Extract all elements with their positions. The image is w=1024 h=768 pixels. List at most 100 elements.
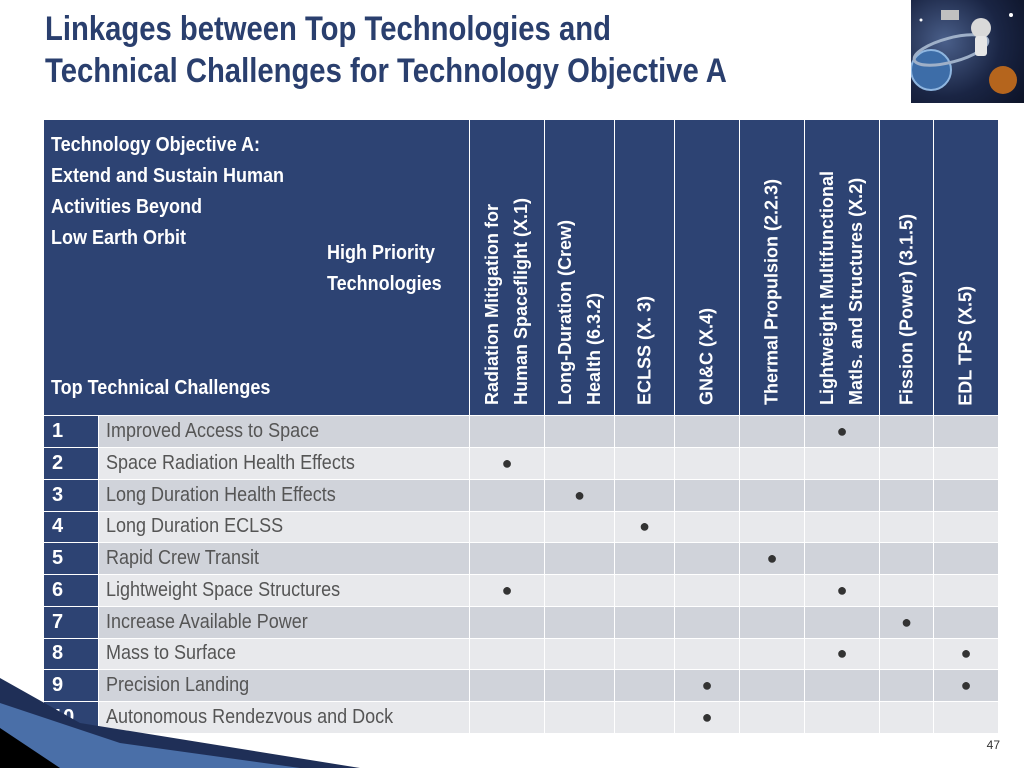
linkage-cell <box>614 447 675 480</box>
linkage-cell <box>469 701 545 734</box>
linkage-cell <box>879 669 934 703</box>
linkage-mark: ● <box>639 516 650 537</box>
technology-header-6: Lightweight Multifunctional Matls. and S… <box>804 118 880 417</box>
linkage-cell: ● <box>739 542 805 576</box>
technology-label: ECLSS (X. 3) <box>634 296 654 406</box>
linkage-cell <box>879 510 934 544</box>
linkage-cell <box>804 669 880 703</box>
linkage-cell <box>614 669 675 703</box>
linkage-cell <box>739 447 805 480</box>
challenge-number: 7 <box>43 605 99 639</box>
linkage-cell <box>674 605 740 639</box>
linkage-cell <box>879 637 934 671</box>
linkage-cell <box>614 574 675 607</box>
challenge-label: Lightweight Space Structures <box>106 578 341 601</box>
linkage-cell <box>933 605 999 639</box>
decorative-corner-swoosh <box>0 678 360 768</box>
linkage-cell <box>469 542 545 576</box>
linkage-cell <box>544 415 615 448</box>
challenge-label: Increase Available Power <box>106 610 308 633</box>
linkage-cell: ● <box>933 669 999 703</box>
table-row: 4 Long Duration ECLSS ● <box>43 510 999 544</box>
linkage-cell <box>879 701 934 734</box>
linkage-mark: ● <box>836 643 848 664</box>
linkage-mark: ● <box>836 421 848 442</box>
challenge-label: Rapid Crew Transit <box>106 547 260 570</box>
linkage-mark: ● <box>574 484 585 505</box>
challenge-label-cell: Mass to Surface <box>98 637 470 671</box>
linkage-cell <box>469 637 545 671</box>
linkage-cell: ● <box>933 637 999 671</box>
linkage-cell <box>739 669 805 703</box>
table-row: 10Autonomous Rendezvous and Dock● <box>43 701 999 734</box>
linkage-cell <box>469 605 545 639</box>
linkage-cell <box>933 542 999 576</box>
objective-line-1: Technology Objective A: <box>51 134 261 156</box>
challenge-label: Improved Access to Space <box>106 420 320 443</box>
technology-label: Lightweight Multifunctional Matls. and S… <box>817 171 866 406</box>
hpt-line-2: Technologies <box>327 273 442 295</box>
linkage-cell <box>544 542 615 576</box>
technology-label: Fission (Power) (3.1.5) <box>896 214 916 406</box>
linkage-mark: ● <box>960 643 972 664</box>
linkage-cell <box>879 478 934 512</box>
technology-label: Thermal Propulsion (2.2.3) <box>761 179 782 406</box>
technology-header-4: GN&C (X.4) <box>674 118 740 417</box>
linkage-cell <box>804 478 880 512</box>
page-number: 47 <box>986 738 1000 752</box>
linkage-cell: ● <box>674 669 740 703</box>
challenge-label-cell: Autonomous Rendezvous and Dock <box>98 701 470 734</box>
technology-label: Radiation Mitigation for Human Spaceflig… <box>482 198 531 406</box>
linkage-cell <box>933 701 999 734</box>
linkage-cell: ● <box>879 605 934 639</box>
table-row: 7 Increase Available Power ● <box>43 605 999 639</box>
technology-header-3: ECLSS (X. 3) <box>614 118 675 417</box>
linkage-cell: ● <box>804 637 880 671</box>
linkage-cell <box>614 637 675 671</box>
linkage-cell <box>739 605 805 639</box>
linkage-cell <box>739 574 805 607</box>
technology-header-7: Fission (Power) (3.1.5) <box>879 118 934 417</box>
linkage-cell <box>933 415 999 448</box>
linkage-cell <box>614 478 675 512</box>
linkage-cell <box>674 510 740 544</box>
linkage-cell <box>674 637 740 671</box>
challenge-number: 3 <box>43 478 99 512</box>
linkage-cell <box>469 510 545 544</box>
linkage-cell <box>544 701 615 734</box>
challenge-label: Long Duration ECLSS <box>106 515 284 538</box>
challenge-label-cell: Rapid Crew Transit <box>98 542 470 576</box>
linkage-cell <box>469 415 545 448</box>
technology-header-8: EDL TPS (X.5) <box>933 118 999 417</box>
table-row: 6 Lightweight Space Structures ● ● <box>43 574 999 607</box>
technology-header-2: Long-Duration (Crew) Health (6.3.2) <box>544 118 615 417</box>
linkage-cell: ● <box>469 447 545 480</box>
table-header-corner: Technology Objective A: Extend and Susta… <box>43 118 470 417</box>
technology-label: Long-Duration (Crew) Health (6.3.2) <box>554 220 604 406</box>
table-row: 8 Mass to Surface ● ● <box>43 637 999 671</box>
space-collage-graphic <box>911 10 1017 94</box>
linkage-cell <box>804 510 880 544</box>
linkage-mark: ● <box>501 579 513 600</box>
linkage-cell <box>739 478 805 512</box>
linkage-cell <box>544 669 615 703</box>
linkage-table: Technology Objective A: Extend and Susta… <box>43 118 999 734</box>
linkage-cell <box>544 447 615 480</box>
linkage-cell <box>879 574 934 607</box>
linkage-cell <box>674 447 740 480</box>
linkage-cell: ● <box>674 701 740 734</box>
challenge-number: 8 <box>43 637 99 671</box>
top-technical-challenges-label: Top Technical Challenges <box>51 377 271 399</box>
technology-label: EDL TPS (X.5) <box>955 285 976 406</box>
linkage-cell <box>933 447 999 480</box>
technology-objective-label: Technology Objective A: Extend and Susta… <box>51 130 284 254</box>
challenge-number: 5 <box>43 542 99 576</box>
space-collage-image <box>911 0 1024 103</box>
linkage-cell: ● <box>469 574 545 607</box>
linkage-cell: ● <box>804 574 880 607</box>
linkage-cell <box>614 415 675 448</box>
title-line-2: Technical Challenges for Technology Obje… <box>45 52 727 90</box>
linkage-cell <box>544 574 615 607</box>
linkage-mark: ● <box>960 675 972 696</box>
challenge-label: Precision Landing <box>106 674 250 697</box>
